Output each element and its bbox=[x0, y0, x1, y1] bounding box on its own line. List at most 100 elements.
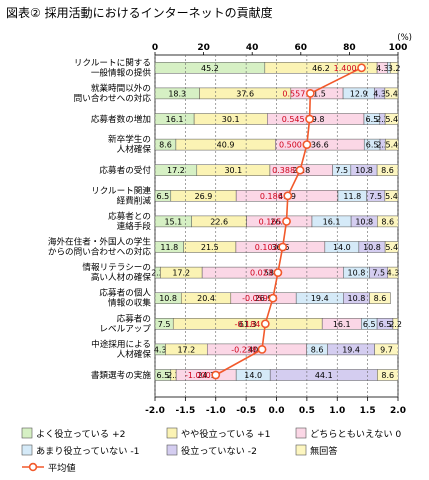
average-value-label: 0.165 bbox=[259, 217, 282, 226]
legend-label: どちらともいえない 0 bbox=[310, 429, 401, 440]
score-tick-label: -0.5 bbox=[236, 406, 256, 416]
segment-value-label: 17.2 bbox=[172, 269, 190, 278]
segment-value-label: 6.5 bbox=[157, 371, 170, 380]
average-value-label: 1.400 bbox=[334, 64, 357, 73]
average-value-label: -0.184 bbox=[235, 320, 261, 329]
score-tick-label: 1.0 bbox=[329, 406, 345, 416]
legend-label: あまり役立っていない -1 bbox=[36, 445, 140, 457]
segment-value-label: 36.6 bbox=[311, 141, 329, 150]
category-label: リクルート関連 bbox=[91, 184, 151, 196]
legend-label: 平均値 bbox=[48, 462, 76, 474]
segment-value-label: 21.5 bbox=[201, 243, 219, 252]
average-value-label: 0.023 bbox=[250, 269, 273, 278]
average-value-label: -1.000 bbox=[185, 371, 211, 380]
bar-segment bbox=[385, 138, 399, 151]
segment-value-label: 21.5 bbox=[308, 89, 326, 98]
category-label: 高い人材の確保 bbox=[91, 271, 152, 283]
legend-label: 無回答 bbox=[310, 445, 338, 457]
category-label: 情報リテラシーの bbox=[82, 261, 151, 273]
percent-tick-label: 0 bbox=[152, 43, 158, 53]
bar-segment bbox=[376, 164, 399, 176]
segment-value-label: 8.6 bbox=[381, 371, 394, 380]
segment-value-label: 7.5 bbox=[369, 192, 382, 201]
category-label: からの問い合わせへの対応 bbox=[48, 246, 152, 258]
bar-segment bbox=[384, 87, 399, 100]
category-label: 海外在住者・外国人の学生 bbox=[48, 236, 152, 248]
legend-label: 役立っていない -2 bbox=[181, 445, 257, 457]
segment-value-label: 26.9 bbox=[270, 217, 288, 226]
segment-value-label: 61.3 bbox=[239, 320, 257, 329]
segment-value-label: 44.1 bbox=[315, 371, 333, 380]
segment-value-label: 8.6 bbox=[159, 141, 172, 150]
legend-label: やや役立っている +1 bbox=[181, 428, 271, 440]
average-point bbox=[278, 242, 288, 252]
category-label: 応募者の bbox=[117, 312, 151, 324]
segment-value-label: 40.9 bbox=[217, 141, 235, 150]
segment-value-label: 4.3 bbox=[373, 89, 386, 98]
score-tick-label: 0.5 bbox=[299, 406, 315, 416]
category-label: 応募者の受付 bbox=[99, 164, 151, 176]
segment-value-label: 45.2 bbox=[201, 64, 219, 73]
segment-value-label: 4.3 bbox=[376, 64, 389, 73]
percent-tick-label: 20 bbox=[197, 43, 210, 53]
legend-swatch bbox=[21, 427, 33, 439]
segment-value-label: 11.8 bbox=[343, 192, 361, 201]
segment-value-label: 8.6 bbox=[381, 217, 394, 226]
segment-value-label: 19.4 bbox=[342, 345, 360, 354]
segment-value-label: 10.8 bbox=[355, 217, 373, 226]
category-label: 書類選考の実施 bbox=[91, 369, 152, 381]
segment-value-label: 17.2 bbox=[177, 345, 195, 354]
category-label: 応募者数の増加 bbox=[91, 113, 151, 125]
average-value-label: 0.186 bbox=[260, 192, 283, 201]
segment-value-label: 40.9 bbox=[248, 345, 266, 354]
score-tick-label: 2.0 bbox=[390, 406, 406, 416]
bar-segment bbox=[369, 292, 391, 304]
score-tick-label: -1.5 bbox=[176, 406, 196, 416]
segment-value-label: 7.5 bbox=[335, 166, 348, 175]
category-label: 応募者の個人 bbox=[99, 287, 151, 299]
segment-value-label: 6.5 bbox=[366, 115, 379, 124]
category-label: 一般情報の提供 bbox=[91, 66, 152, 78]
category-label: 応募者との bbox=[108, 210, 151, 222]
segment-value-label: 7.5 bbox=[158, 320, 171, 329]
legend-swatch-marker bbox=[28, 462, 38, 472]
segment-value-label: 2.2 bbox=[167, 371, 180, 380]
segment-value-label: 20.4 bbox=[197, 294, 215, 303]
segment-value-label: 2.2 bbox=[389, 320, 402, 329]
average-value-label: 0.545 bbox=[282, 115, 305, 124]
average-point bbox=[211, 370, 221, 380]
segment-value-label: 30.1 bbox=[224, 166, 242, 175]
segment-value-label: 58.1 bbox=[264, 269, 282, 278]
score-tick-label: 0.0 bbox=[269, 406, 285, 416]
segment-value-label: 7.5 bbox=[372, 269, 385, 278]
score-tick-label: -1.0 bbox=[206, 406, 226, 416]
segment-value-label: 5.4 bbox=[386, 141, 399, 150]
percent-tick-label: 80 bbox=[343, 43, 356, 53]
average-point bbox=[305, 114, 315, 124]
average-point bbox=[273, 268, 283, 277]
legend-swatch bbox=[166, 444, 178, 456]
segment-value-label: 5.4 bbox=[385, 192, 398, 201]
percent-tick-label: 40 bbox=[246, 43, 259, 53]
segment-value-label: 37.6 bbox=[236, 89, 254, 98]
segment-value-label: 26.9 bbox=[255, 294, 273, 303]
segment-value-label: 14.0 bbox=[333, 243, 351, 252]
bar-segment bbox=[374, 343, 399, 356]
percent-tick-label: 100 bbox=[389, 43, 408, 53]
category-label: 連絡手段 bbox=[117, 220, 152, 232]
legend-swatch bbox=[295, 427, 307, 439]
category-label: 問い合わせへの対応 bbox=[74, 92, 152, 104]
average-value-label: 0.102 bbox=[255, 243, 278, 252]
category-label: 人材確保 bbox=[117, 348, 152, 360]
category-label: 中途採用による bbox=[91, 338, 151, 350]
segment-value-label: 14.0 bbox=[244, 371, 262, 380]
segment-value-label: 12.9 bbox=[350, 89, 368, 98]
average-point bbox=[283, 191, 293, 201]
segment-value-label: 10.8 bbox=[159, 294, 177, 303]
segment-value-label: 16.1 bbox=[333, 320, 351, 329]
legend-swatch bbox=[166, 427, 178, 439]
average-point bbox=[305, 89, 315, 98]
score-tick-label: 1.5 bbox=[360, 406, 376, 416]
segment-value-label: 30.1 bbox=[222, 115, 240, 124]
